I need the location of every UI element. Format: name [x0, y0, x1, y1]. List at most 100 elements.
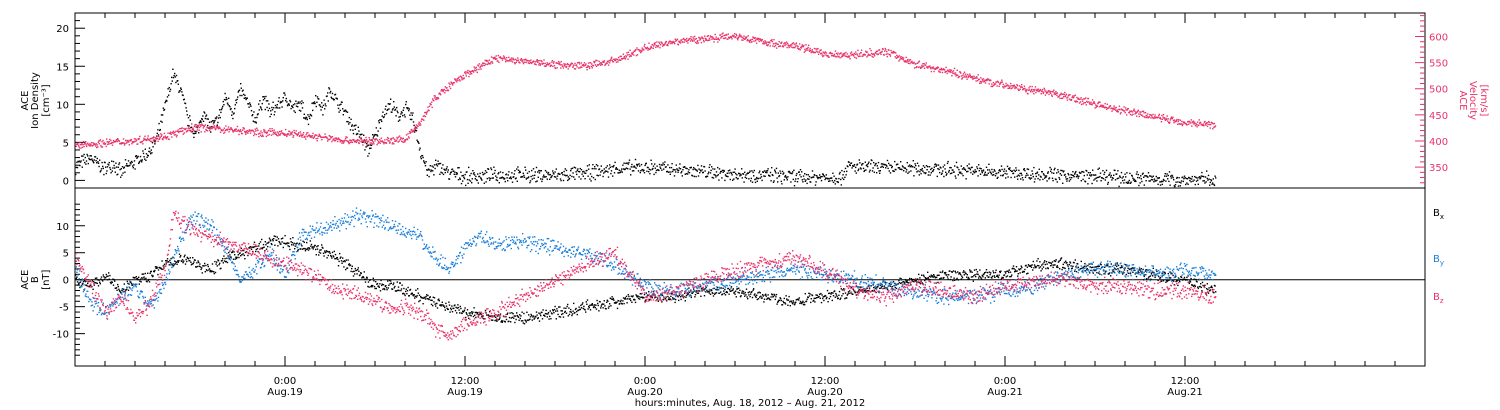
velocity-series-point	[1097, 102, 1099, 105]
density-series-point	[1094, 178, 1096, 180]
bx-series-point	[200, 268, 202, 271]
velocity-series-point	[402, 141, 404, 143]
velocity-series-point	[785, 41, 788, 43]
velocity-series-point	[77, 144, 79, 146]
velocity-series-point	[932, 67, 934, 70]
velocity-series-point	[577, 62, 579, 64]
density-series-point	[597, 165, 599, 167]
velocity-series-point	[956, 69, 958, 71]
velocity-series-point	[604, 64, 606, 67]
density-series-point	[161, 121, 163, 123]
velocity-series-point	[456, 78, 459, 80]
velocity-series-point	[831, 52, 833, 55]
density-series-point	[619, 171, 622, 173]
density-series-point	[391, 111, 393, 113]
density-series-point	[601, 169, 604, 172]
density-series-point	[1099, 175, 1101, 178]
velocity-series-point	[290, 132, 293, 135]
velocity-series-point	[959, 71, 961, 73]
velocity-series-point	[1130, 110, 1133, 112]
density-series-point	[686, 167, 688, 170]
velocity-series-point	[827, 54, 829, 57]
density-series-point	[594, 178, 596, 181]
velocity-series-point	[92, 144, 95, 146]
bx-series-point	[501, 320, 503, 322]
density-series-point	[811, 176, 813, 179]
bx-series-point	[499, 317, 501, 319]
density-series-point	[486, 171, 488, 174]
velocity-series-point	[825, 52, 828, 54]
velocity-series-point	[1078, 102, 1081, 104]
velocity-series-point	[566, 62, 569, 65]
velocity-series-point	[876, 53, 878, 55]
velocity-series-point	[75, 143, 77, 145]
bx-series-point	[78, 283, 80, 285]
density-series-point	[189, 119, 191, 121]
bx-series-point	[119, 290, 121, 293]
density-series-point	[102, 167, 104, 170]
velocity-series-point	[103, 141, 105, 144]
velocity-series-point	[972, 77, 975, 79]
density-series-point	[901, 165, 904, 167]
velocity-series-point	[981, 78, 984, 80]
bx-series-point	[472, 311, 474, 313]
velocity-series-point	[373, 143, 375, 145]
density-series-point	[180, 88, 182, 91]
velocity-series-point	[135, 139, 138, 141]
density-series-point	[936, 175, 938, 178]
density-series-point	[552, 170, 554, 172]
density-series-point	[756, 176, 758, 179]
density-series-point	[1060, 174, 1063, 176]
velocity-series-point	[277, 135, 279, 137]
velocity-series-point	[696, 40, 698, 43]
bx-series-point	[518, 319, 520, 321]
bx-series-point	[388, 279, 391, 282]
bx-series-point	[529, 316, 532, 318]
velocity-series-point	[257, 129, 259, 132]
bx-series-point	[274, 235, 277, 238]
density-series-point	[331, 97, 333, 100]
bx-series-point	[493, 315, 496, 317]
density-series-point	[703, 166, 706, 168]
density-series-point	[1089, 174, 1091, 176]
velocity-series-point	[816, 48, 818, 50]
density-series-point	[583, 170, 585, 173]
density-series-point	[177, 80, 179, 82]
velocity-series-point	[407, 133, 409, 135]
velocity-series-point	[971, 77, 973, 79]
density-series-point	[960, 165, 962, 167]
density-series-point	[189, 115, 191, 117]
velocity-series-point	[508, 56, 510, 59]
velocity-series-point	[271, 130, 274, 132]
velocity-series-point	[1033, 93, 1035, 95]
bx-series-point	[268, 241, 270, 243]
bx-series-point	[495, 316, 497, 318]
density-series-point	[255, 122, 257, 124]
bx-series-point	[86, 284, 88, 287]
velocity-tick-label: 550	[1429, 59, 1448, 70]
bx-series-point	[448, 304, 451, 306]
velocity-series-point	[506, 57, 508, 59]
velocity-series-point	[741, 36, 744, 39]
bx-series-point	[523, 312, 525, 315]
velocity-series-point	[961, 78, 963, 80]
velocity-series-point	[1143, 112, 1145, 114]
velocity-series-point	[879, 51, 882, 54]
velocity-series-point	[388, 140, 390, 142]
density-series-point	[387, 108, 389, 111]
density-series-point	[115, 166, 118, 168]
velocity-series-point	[1049, 91, 1051, 93]
density-series-point	[390, 98, 392, 100]
bx-series-point	[172, 265, 175, 267]
density-series-point	[1068, 174, 1070, 176]
velocity-series-point	[142, 143, 144, 145]
velocity-series-point	[678, 41, 681, 43]
velocity-series-point	[1030, 89, 1032, 92]
velocity-series-point	[913, 67, 916, 69]
velocity-series-point	[310, 135, 312, 137]
density-series-point	[410, 112, 412, 114]
bx-series-point	[528, 314, 530, 316]
velocity-series-point	[369, 142, 371, 144]
velocity-series-point	[579, 63, 581, 65]
velocity-series-point	[254, 128, 256, 130]
